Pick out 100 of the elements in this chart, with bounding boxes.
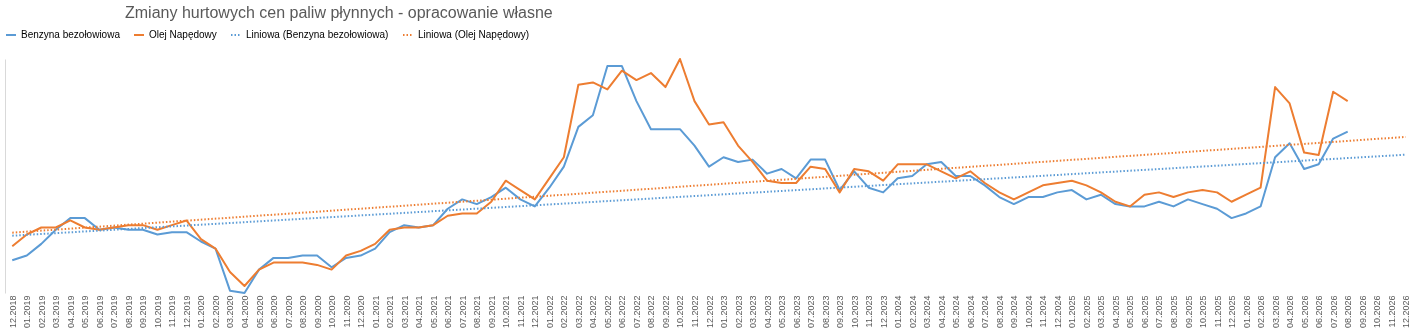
x-tick-label: 09.2019 xyxy=(138,295,149,329)
x-tick-label: 01.2021 xyxy=(370,295,381,329)
legend-label: Olej Napędowy xyxy=(149,29,217,40)
x-tick-label: 10.2025 xyxy=(1198,295,1209,329)
x-tick-label: 11.2026 xyxy=(1386,295,1397,328)
x-tick-label: 10.2023 xyxy=(849,295,860,329)
x-tick-label: 06.2019 xyxy=(94,295,105,329)
x-tick-label: 06.2021 xyxy=(443,295,454,329)
x-tick-label: 12.2018 xyxy=(7,295,18,329)
x-tick-label: 04.2024 xyxy=(936,295,947,329)
x-tick-label: 05.2023 xyxy=(777,295,788,329)
x-tick-label: 05.2019 xyxy=(80,295,91,329)
x-tick-label: 06.2023 xyxy=(791,295,802,329)
x-tick-label: 01.2020 xyxy=(196,295,207,329)
legend-label: Benzyna bezołowiowa xyxy=(21,29,121,40)
x-tick-label: 01.2024 xyxy=(893,295,904,329)
x-tick-label: 07.2023 xyxy=(806,295,817,329)
x-tick-label: 10.2024 xyxy=(1023,295,1034,329)
x-tick-label: 07.2026 xyxy=(1328,295,1339,329)
x-tick-label: 01.2022 xyxy=(544,295,555,329)
x-tick-label: 12.2020 xyxy=(356,295,367,329)
x-tick-label: 08.2022 xyxy=(646,295,657,329)
x-tick-label: 07.2025 xyxy=(1154,295,1165,329)
x-tick-label: 11.2023 xyxy=(864,295,875,328)
x-tick-label: 03.2022 xyxy=(573,295,584,329)
x-tick-label: 08.2023 xyxy=(820,295,831,329)
x-tick-label: 04.2019 xyxy=(65,295,76,329)
x-tick-label: 08.2024 xyxy=(994,295,1005,329)
x-tick-label: 06.2025 xyxy=(1139,295,1150,329)
x-tick-label: 07.2022 xyxy=(631,295,642,329)
x-tick-label: 03.2019 xyxy=(51,295,62,329)
x-tick-label: 12.2019 xyxy=(181,295,192,329)
x-tick-label: 02.2025 xyxy=(1081,295,1092,329)
x-tick-label: 09.2020 xyxy=(312,295,323,329)
x-tick-label: 12.2024 xyxy=(1052,295,1063,329)
x-tick-label: 12.2022 xyxy=(704,295,715,329)
x-tick-label: 12.2021 xyxy=(530,295,541,329)
x-tick-label: 10.2026 xyxy=(1372,295,1383,329)
x-tick-label: 02.2019 xyxy=(36,295,47,329)
x-tick-label: 09.2022 xyxy=(660,295,671,329)
x-tick-label: 06.2022 xyxy=(617,295,628,329)
x-tick-label: 12.2026 xyxy=(1401,295,1412,329)
x-tick-label: 11.2020 xyxy=(341,295,352,328)
x-tick-label: 07.2024 xyxy=(980,295,991,329)
legend-label: Liniowa (Benzyna bezołowiowa) xyxy=(246,29,389,40)
x-tick-label: 02.2026 xyxy=(1256,295,1267,329)
x-tick-label: 09.2026 xyxy=(1357,295,1368,329)
x-tick-label: 03.2021 xyxy=(399,295,410,329)
x-tick-label: 11.2021 xyxy=(515,295,526,328)
x-tick-label: 04.2020 xyxy=(240,295,251,329)
x-tick-label: 04.2023 xyxy=(762,295,773,329)
x-tick-label: 02.2021 xyxy=(385,295,396,329)
x-tick-label: 11.2019 xyxy=(167,295,178,328)
x-tick-label: 01.2023 xyxy=(719,295,730,329)
x-tick-label: 11.2025 xyxy=(1212,295,1223,328)
x-tick-label: 02.2022 xyxy=(559,295,570,329)
chart-title: Zmiany hurtowych cen paliw płynnych - opracowanie własne xyxy=(125,4,553,21)
x-tick-label: 11.2022 xyxy=(689,295,700,328)
x-tick-label: 07.2021 xyxy=(457,295,468,329)
x-tick-label: 12.2023 xyxy=(878,295,889,329)
x-tick-label: 09.2024 xyxy=(1009,295,1020,329)
x-tick-label: 05.2025 xyxy=(1125,295,1136,329)
x-tick-label: 01.2019 xyxy=(22,295,33,329)
x-tick-label: 04.2026 xyxy=(1285,295,1296,329)
x-tick-label: 08.2026 xyxy=(1343,295,1354,329)
x-tick-label: 08.2019 xyxy=(123,295,134,329)
x-tick-label: 02.2024 xyxy=(907,295,918,329)
x-tick-label: 01.2025 xyxy=(1067,295,1078,329)
x-tick-label: 04.2025 xyxy=(1110,295,1121,329)
x-tick-label: 10.2021 xyxy=(501,295,512,329)
x-tick-label: 01.2026 xyxy=(1241,295,1252,329)
x-tick-label: 10.2019 xyxy=(152,295,163,329)
x-tick-label: 09.2023 xyxy=(835,295,846,329)
x-tick-label: 08.2021 xyxy=(472,295,483,329)
x-tick-label: 08.2025 xyxy=(1168,295,1179,329)
x-tick-label: 05.2020 xyxy=(254,295,265,329)
x-tick-label: 10.2022 xyxy=(675,295,686,329)
x-tick-label: 12.2025 xyxy=(1227,295,1238,329)
x-tick-label: 03.2020 xyxy=(225,295,236,329)
x-tick-label: 05.2021 xyxy=(428,295,439,329)
x-tick-label: 03.2023 xyxy=(748,295,759,329)
x-tick-label: 10.2020 xyxy=(327,295,338,329)
x-tick-label: 06.2026 xyxy=(1314,295,1325,329)
x-tick-label: 06.2024 xyxy=(965,295,976,329)
legend-label: Liniowa (Olej Napędowy) xyxy=(418,29,530,40)
x-tick-label: 05.2024 xyxy=(951,295,962,329)
x-tick-label: 11.2024 xyxy=(1038,295,1049,328)
x-tick-label: 06.2020 xyxy=(269,295,280,329)
x-tick-label: 03.2025 xyxy=(1096,295,1107,329)
x-tick-label: 03.2024 xyxy=(922,295,933,329)
x-tick-label: 05.2022 xyxy=(602,295,613,329)
x-tick-label: 09.2021 xyxy=(486,295,497,329)
x-tick-label: 02.2020 xyxy=(210,295,221,329)
x-tick-label: 04.2022 xyxy=(588,295,599,329)
x-tick-label: 05.2026 xyxy=(1299,295,1310,329)
x-tick-label: 08.2020 xyxy=(298,295,309,329)
x-tick-label: 03.2026 xyxy=(1270,295,1281,329)
x-tick-label: 09.2025 xyxy=(1183,295,1194,329)
x-tick-label: 02.2023 xyxy=(733,295,744,329)
x-tick-label: 07.2020 xyxy=(283,295,294,329)
